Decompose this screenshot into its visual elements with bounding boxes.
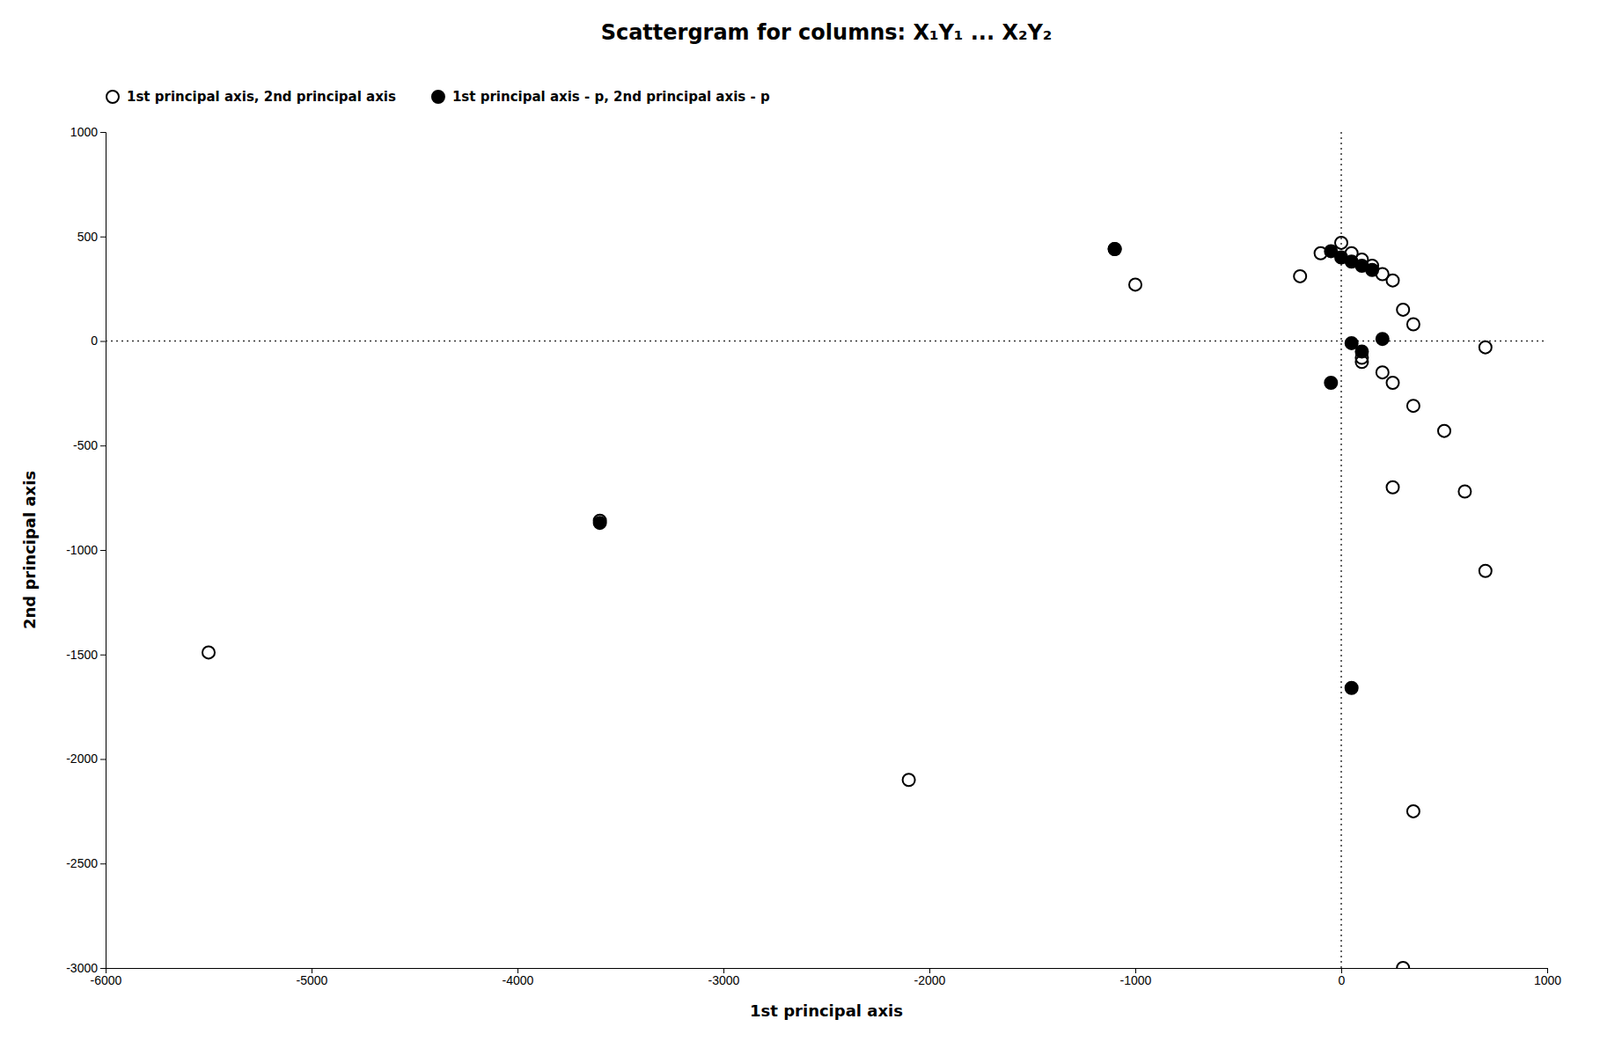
point: [1407, 318, 1420, 331]
point: [1129, 278, 1142, 291]
y-tick-mark: [100, 550, 106, 551]
y-tick-label: 500: [77, 229, 99, 244]
point: [902, 773, 916, 786]
point: [1387, 274, 1400, 287]
plot-area: [105, 132, 1548, 969]
y-tick: -1000: [66, 543, 106, 558]
y-tick-label: -500: [73, 438, 98, 453]
y-tick: 500: [77, 229, 106, 244]
legend-item: 1st principal axis - p, 2nd principal ax…: [432, 88, 771, 105]
legend-symbol: [432, 90, 445, 103]
y-tick: 0: [90, 333, 106, 348]
legend-label: 1st principal axis, 2nd principal axis: [126, 88, 397, 105]
y-axis-line: [100, 132, 107, 969]
zero-line-y: [105, 340, 1548, 343]
point: [1458, 485, 1471, 499]
y-tick: -500: [73, 438, 106, 453]
y-tick: 1000: [70, 124, 106, 140]
y-tick-label: -3000: [66, 961, 98, 976]
x-tick: -5000: [296, 968, 329, 988]
x-tick-label: -6000: [90, 973, 123, 988]
x-tick: -2000: [914, 968, 947, 988]
y-tick-label: -2500: [66, 856, 98, 871]
point: [1376, 332, 1389, 345]
y-tick: -2500: [66, 856, 106, 871]
point: [1387, 376, 1400, 389]
y-tick-mark: [100, 132, 106, 133]
point: [1324, 376, 1337, 389]
point: [1293, 270, 1307, 283]
y-tick: -3000: [66, 961, 106, 976]
point: [1108, 242, 1122, 256]
series: [202, 236, 1492, 969]
x-tick: -3000: [708, 968, 741, 988]
series: [594, 242, 1389, 695]
point: [1479, 341, 1492, 354]
x-tick-label: 1000: [1533, 973, 1562, 988]
x-tick-label: -1000: [1120, 973, 1153, 988]
x-tick: -4000: [502, 968, 535, 988]
legend-symbol: [106, 90, 119, 103]
x-tick-label: -2000: [914, 973, 947, 988]
point: [1376, 366, 1389, 379]
y-tick-mark: [100, 968, 106, 969]
x-axis-title: 1st principal axis: [749, 1001, 903, 1021]
y-tick-label: -1500: [66, 647, 98, 662]
chart: Scattergram for columns: X₁Y₁ ... X₂Y₂ -6…: [0, 0, 1600, 1056]
x-tick-label: -3000: [708, 973, 741, 988]
y-tick-mark: [100, 236, 106, 238]
point: [594, 516, 607, 529]
y-tick-mark: [100, 654, 106, 656]
y-tick-mark: [100, 445, 106, 447]
point: [1335, 236, 1348, 250]
legend: 1st principal axis, 2nd principal axis 1s…: [106, 88, 771, 105]
x-tick: -1000: [1120, 968, 1153, 988]
y-tick-label: 0: [90, 333, 98, 348]
point: [1438, 425, 1451, 438]
point: [1365, 264, 1379, 277]
y-tick-label: 1000: [70, 124, 98, 140]
point: [1407, 399, 1420, 412]
y-tick-mark: [100, 341, 106, 343]
y-tick-label: -1000: [66, 543, 98, 558]
y-tick-mark: [100, 863, 106, 865]
point: [1396, 303, 1410, 316]
y-tick-mark: [100, 759, 106, 761]
point: [1355, 344, 1368, 358]
x-axis: -6000 -5000 -4000 -3000 -2000 -1000 0 1000: [90, 968, 1563, 988]
y-tick: -1500: [66, 647, 106, 662]
y-axis: -3000 -2500 -2000 -1500 -1000 -500 0 500 1000: [66, 124, 106, 976]
point: [1345, 337, 1358, 350]
point: [1108, 242, 1122, 256]
legend-label: 1st principal axis - p, 2nd principal ax…: [452, 88, 771, 105]
point: [1345, 682, 1358, 695]
y-tick-label: -2000: [66, 751, 98, 766]
title: Scattergram for columns: X₁Y₁ ... X₂Y₂: [601, 20, 1053, 45]
x-tick-label: -4000: [502, 973, 535, 988]
point: [1407, 805, 1420, 818]
y-tick: -2000: [66, 751, 106, 766]
point: [1387, 481, 1400, 494]
x-tick-label: 0: [1338, 973, 1346, 988]
x-tick: 1000: [1533, 968, 1562, 988]
point: [1479, 565, 1492, 578]
point: [202, 645, 215, 659]
x-tick: 0: [1338, 968, 1346, 988]
point: [1396, 961, 1410, 969]
y-axis-title: 2nd principal axis: [20, 470, 39, 630]
x-tick-label: -5000: [296, 973, 329, 988]
legend-item: 1st principal axis, 2nd principal axis: [106, 88, 397, 105]
